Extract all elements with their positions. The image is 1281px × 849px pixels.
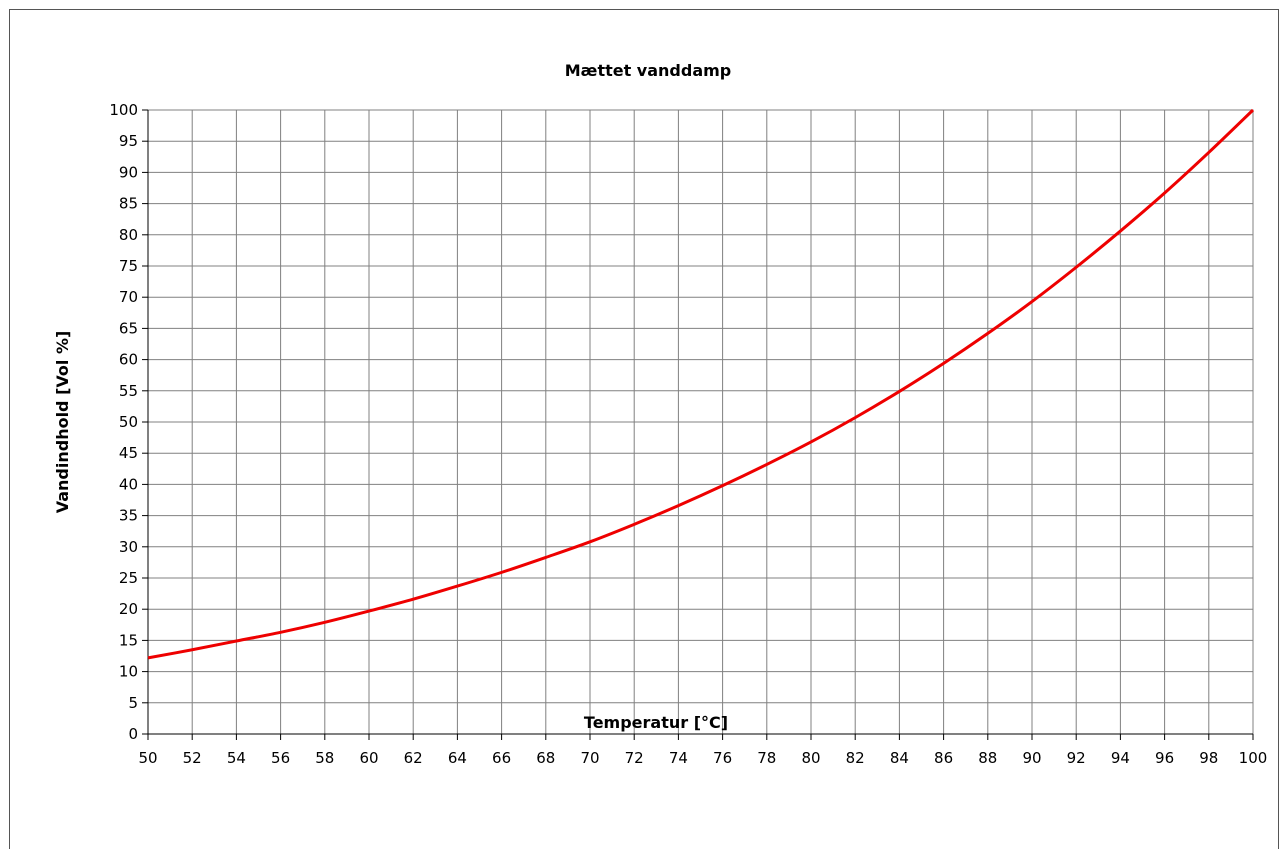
x-tick-label: 78 — [757, 749, 776, 767]
y-tick-label: 40 — [119, 475, 138, 493]
x-tick-label: 86 — [934, 749, 953, 767]
x-tick-label: 92 — [1067, 749, 1086, 767]
x-tick-label: 62 — [404, 749, 423, 767]
x-tick-label: 88 — [978, 749, 997, 767]
x-tick-label: 52 — [183, 749, 202, 767]
y-tick-label: 10 — [119, 663, 138, 681]
x-tick-label: 56 — [271, 749, 290, 767]
x-tick-label: 96 — [1155, 749, 1174, 767]
y-tick-label: 75 — [119, 257, 138, 275]
y-tick-label: 80 — [119, 226, 138, 244]
x-tick-label: 50 — [138, 749, 157, 767]
x-tick-label: 82 — [846, 749, 865, 767]
y-tick-label: 35 — [119, 507, 138, 525]
y-tick-label: 45 — [119, 444, 138, 462]
x-tick-label: 98 — [1199, 749, 1218, 767]
y-tick-label: 100 — [109, 101, 138, 119]
x-tick-label: 70 — [580, 749, 599, 767]
x-axis-ticks: 50 52 54 56 58 60 62 64 66 68 70 72 74 76 78 80 82 84 86 88… — [138, 734, 1267, 767]
chart-frame — [9, 9, 1279, 849]
y-tick-label: 30 — [119, 538, 138, 556]
x-tick-label: 74 — [669, 749, 688, 767]
y-tick-label: 5 — [128, 694, 138, 712]
x-tick-label: 66 — [492, 749, 511, 767]
x-tick-label: 64 — [448, 749, 467, 767]
x-tick-label: 76 — [713, 749, 732, 767]
x-axis-title: Temperatur [°C] — [584, 713, 728, 732]
y-tick-label: 90 — [119, 163, 138, 181]
y-tick-label: 60 — [119, 351, 138, 369]
grid-lines — [147, 109, 1254, 735]
y-tick-label: 25 — [119, 569, 138, 587]
y-tick-label: 50 — [119, 413, 138, 431]
x-tick-label: 72 — [625, 749, 644, 767]
x-tick-label: 90 — [1022, 749, 1041, 767]
x-tick-label: 60 — [359, 749, 378, 767]
series-group — [147, 108, 1255, 660]
y-tick-label: 0 — [128, 725, 138, 743]
y-tick-label: 55 — [119, 382, 138, 400]
x-tick-label: 54 — [227, 749, 246, 767]
y-tick-label: 65 — [119, 319, 138, 337]
x-tick-label: 100 — [1239, 749, 1268, 767]
x-tick-label: 80 — [801, 749, 820, 767]
series-line — [147, 108, 1255, 660]
chart-title: Mættet vanddamp — [565, 61, 732, 80]
y-tick-label: 70 — [119, 288, 138, 306]
y-tick-label: 20 — [119, 600, 138, 618]
y-tick-label: 85 — [119, 195, 138, 213]
x-tick-label: 94 — [1111, 749, 1130, 767]
x-tick-label: 58 — [315, 749, 334, 767]
y-axis-title: Vandindhold [Vol %] — [53, 331, 72, 514]
y-tick-label: 95 — [119, 132, 138, 150]
y-tick-label: 15 — [119, 631, 138, 649]
x-tick-label: 84 — [890, 749, 909, 767]
x-tick-label: 68 — [536, 749, 555, 767]
y-axis-ticks: 0 5 10 15 20 25 30 35 40 45 50 55 60 65 70 75 80 85 90 95 10… — [109, 101, 148, 743]
